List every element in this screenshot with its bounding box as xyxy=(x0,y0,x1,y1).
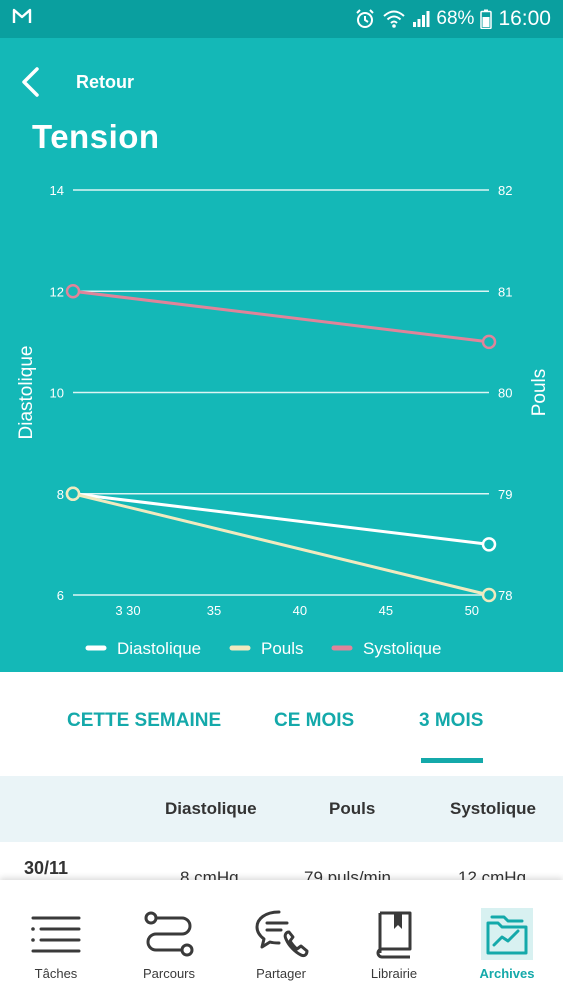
y-tick-label: 12 xyxy=(50,284,64,299)
y-tick-label: 6 xyxy=(57,588,64,603)
nav-taches[interactable]: Tâches xyxy=(0,880,112,1000)
y2-tick-label: 79 xyxy=(498,487,512,502)
back-label: Retour xyxy=(76,71,134,92)
y-tick-label: 8 xyxy=(57,487,64,502)
y-tick-label: 14 xyxy=(50,183,64,198)
data-point-pouls xyxy=(65,486,81,501)
nav-parcours[interactable]: Parcours xyxy=(113,880,225,1000)
nav-label-parcours: Parcours xyxy=(142,966,196,981)
tension-chart: 6 8 10 12 14 78 79 80 81 82 3 30 35 40 45 50 Diastoliqu… xyxy=(16,183,550,658)
data-point-systolique xyxy=(481,334,497,350)
back-button[interactable]: Retour xyxy=(0,62,134,102)
list-icon xyxy=(28,906,84,962)
data-point-systolique xyxy=(65,284,81,299)
nav-archives[interactable]: Archives xyxy=(451,880,563,1000)
x-tick-label: 3 30 xyxy=(115,603,140,618)
chart-folder-icon xyxy=(479,906,535,962)
nav-label-partager: Partager xyxy=(256,966,306,981)
y2-tick-label: 80 xyxy=(498,386,512,401)
series-line-pouls xyxy=(72,492,490,597)
data-point-pouls xyxy=(481,587,497,603)
row-date: 30/11 xyxy=(24,858,69,878)
clock-time: 16:00 xyxy=(498,7,551,30)
route-icon xyxy=(141,906,197,962)
tab-cette-semaine[interactable]: CETTE SEMAINE xyxy=(67,710,222,731)
tab-3-mois[interactable]: 3 MOIS xyxy=(419,710,484,731)
series-line-systolique xyxy=(72,289,490,344)
bottom-navigation: Tâches Parcours xyxy=(0,880,563,1000)
nav-label-archives: Archives xyxy=(479,966,535,981)
column-header-pouls: Pouls xyxy=(329,799,376,818)
legend-label-diastolique: Diastolique xyxy=(117,639,201,658)
chart-panel: Retour Tension 6 8 10 12 14 78 79 80 81 82 3 30 35 4… xyxy=(0,38,563,672)
y-tick-label: 10 xyxy=(50,386,64,401)
signal-icon xyxy=(412,10,430,28)
chevron-left-icon xyxy=(4,62,56,102)
nav-label-taches: Tâches xyxy=(34,966,78,981)
chat-phone-icon xyxy=(253,906,309,962)
active-tab-indicator xyxy=(421,758,483,763)
alarm-icon xyxy=(354,8,376,30)
y2-tick-label: 78 xyxy=(498,588,512,603)
x-tick-label: 40 xyxy=(293,603,307,618)
table-header: Diastolique Pouls Systolique xyxy=(0,776,563,842)
battery-icon xyxy=(480,9,493,29)
data-point-diastolique xyxy=(481,537,497,552)
book-icon xyxy=(366,906,422,962)
x-tick-label: 50 xyxy=(465,603,479,618)
page-title: Tension xyxy=(32,118,160,155)
column-header-systolique: Systolique xyxy=(450,799,536,818)
y-axis-label: Diastolique xyxy=(16,346,37,440)
nav-librairie[interactable]: Librairie xyxy=(338,880,450,1000)
y2-tick-label: 81 xyxy=(498,284,512,299)
y2-tick-label: 82 xyxy=(498,183,512,198)
gmail-m-icon xyxy=(12,8,32,30)
battery-percent: 68% xyxy=(436,8,475,29)
x-tick-label: 35 xyxy=(207,603,221,618)
tab-ce-mois[interactable]: CE MOIS xyxy=(274,710,355,731)
legend-label-pouls: Pouls xyxy=(261,639,304,658)
nav-partager[interactable]: Partager xyxy=(225,880,337,1000)
legend-label-systolique: Systolique xyxy=(363,639,441,658)
x-tick-label: 45 xyxy=(379,603,393,618)
wifi-icon xyxy=(382,9,406,29)
column-header-diastolique: Diastolique xyxy=(165,799,257,818)
y2-axis-label: Pouls xyxy=(529,369,550,417)
nav-label-librairie: Librairie xyxy=(370,966,418,981)
period-tabs: CETTE SEMAINE CE MOIS 3 MOIS xyxy=(0,672,563,776)
status-bar: 68% 16:00 xyxy=(0,0,563,38)
series-line-diastolique xyxy=(72,492,490,546)
